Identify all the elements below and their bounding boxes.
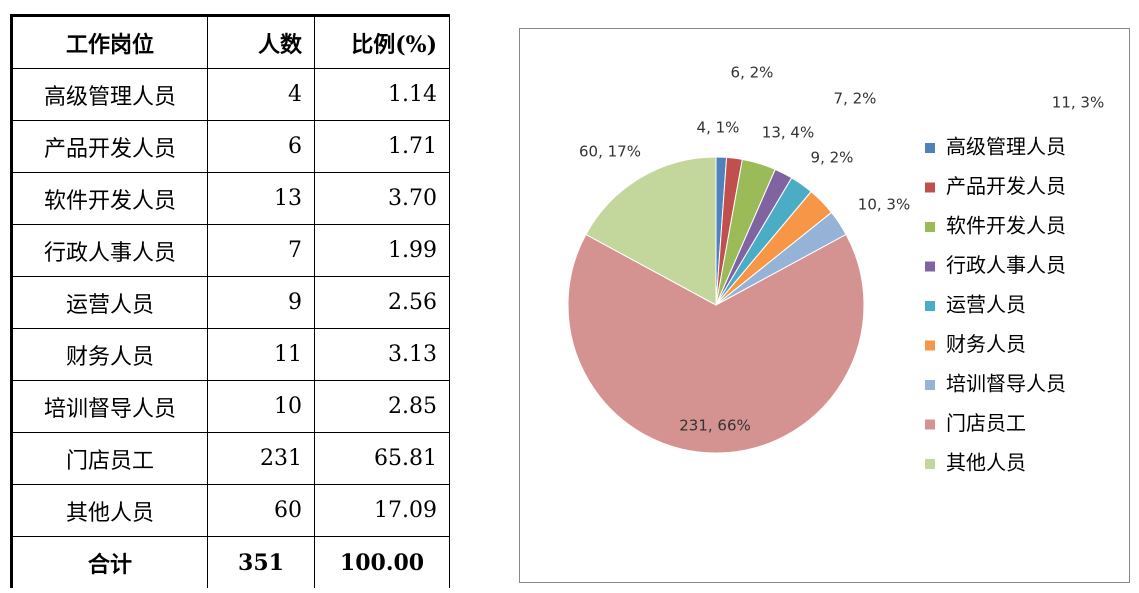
legend-swatch bbox=[925, 182, 935, 193]
table-row: 软件开发人员 13 3.70 bbox=[10, 172, 450, 225]
table-cell: 产品开发人员 bbox=[10, 120, 208, 173]
table-cell: 2.85 bbox=[314, 380, 450, 433]
pie-slice bbox=[585, 156, 717, 306]
table-cell: 11 bbox=[207, 328, 315, 381]
data-label: 4, 1% bbox=[697, 119, 740, 137]
legend-label: 运营人员 bbox=[946, 293, 1026, 317]
header-cell: 工作岗位 bbox=[10, 14, 208, 69]
total-row: 合计 351 100.00 bbox=[10, 536, 450, 588]
header-cell: 人数 bbox=[207, 14, 315, 69]
legend-label: 行政人事人员 bbox=[946, 253, 1066, 277]
table-row: 产品开发人员 6 1.71 bbox=[10, 120, 450, 173]
table-cell: 17.09 bbox=[314, 484, 450, 537]
legend-label: 其他人员 bbox=[946, 451, 1026, 475]
table-row: 培训督导人员 10 2.85 bbox=[10, 380, 450, 433]
table-cell: 1.14 bbox=[314, 68, 450, 121]
table-cell: 60 bbox=[207, 484, 315, 537]
table-row: 运营人员 9 2.56 bbox=[10, 276, 450, 329]
table-cell: 231 bbox=[207, 432, 315, 485]
legend-swatch bbox=[925, 459, 935, 469]
legend-label: 产品开发人员 bbox=[946, 174, 1066, 198]
table-cell: 运营人员 bbox=[10, 276, 208, 329]
table-cell: 行政人事人员 bbox=[10, 224, 208, 277]
table-cell: 3.70 bbox=[314, 172, 450, 225]
total-cell: 100.00 bbox=[314, 536, 450, 588]
table-cell: 13 bbox=[207, 172, 315, 225]
table-row: 行政人事人员 7 1.99 bbox=[10, 224, 450, 277]
table-row: 其他人员 60 17.09 bbox=[10, 484, 450, 537]
legend-label: 财务人员 bbox=[946, 332, 1026, 356]
table-cell: 财务人员 bbox=[10, 328, 208, 381]
data-label: 11, 3% bbox=[1052, 94, 1104, 112]
legend-label: 软件开发人员 bbox=[946, 214, 1066, 238]
legend-swatch bbox=[925, 301, 935, 311]
data-label: 7, 2% bbox=[834, 90, 877, 108]
table-cell: 2.56 bbox=[314, 276, 450, 329]
legend-swatch bbox=[925, 222, 935, 232]
data-table: 工作岗位 人数 比例(%) 高级管理人员 4 1.14 产品开发人员 6 1.71 软件开发人员… bbox=[10, 14, 450, 588]
legend-label: 门店员工 bbox=[946, 411, 1026, 435]
legend-swatch bbox=[925, 419, 935, 430]
data-label: 10, 3% bbox=[858, 196, 910, 214]
table-cell: 65.81 bbox=[314, 432, 450, 485]
table-cell: 培训督导人员 bbox=[10, 380, 208, 433]
legend-swatch bbox=[925, 261, 935, 272]
total-cell: 351 bbox=[207, 536, 315, 588]
data-label: 6, 2% bbox=[731, 64, 774, 82]
table-cell: 1.99 bbox=[314, 224, 450, 277]
header-cell: 比例(%) bbox=[314, 14, 450, 69]
data-label: 13, 4% bbox=[762, 124, 814, 142]
table-cell: 1.71 bbox=[314, 120, 450, 173]
header-row: 工作岗位 人数 比例(%) bbox=[10, 14, 450, 69]
data-label: 60, 17% bbox=[579, 143, 641, 161]
data-label: 231, 66% bbox=[679, 417, 751, 435]
table-cell: 门店员工 bbox=[10, 432, 208, 485]
table-cell: 9 bbox=[207, 276, 315, 329]
table-row: 门店员工 231 65.81 bbox=[10, 432, 450, 485]
table-cell: 其他人员 bbox=[10, 484, 208, 537]
legend-swatch bbox=[925, 380, 935, 390]
legend-label: 高级管理人员 bbox=[946, 135, 1066, 159]
legend-swatch bbox=[925, 340, 935, 351]
pie-slice bbox=[567, 233, 865, 454]
total-cell: 合计 bbox=[10, 536, 208, 588]
legend-swatch bbox=[925, 143, 935, 153]
legend-label: 培训督导人员 bbox=[946, 372, 1066, 396]
table-cell: 10 bbox=[207, 380, 315, 433]
data-label: 9, 2% bbox=[811, 149, 854, 167]
